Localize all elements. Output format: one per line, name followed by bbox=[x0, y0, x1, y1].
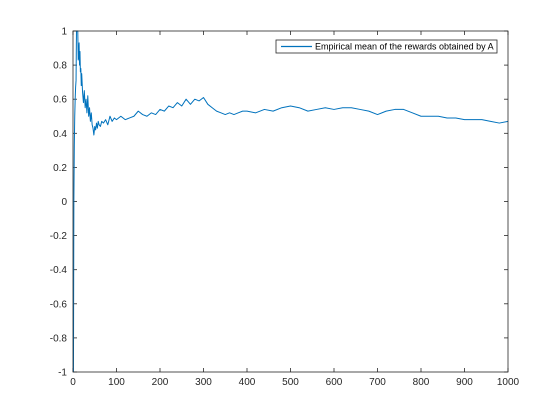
x-tick-label: 600 bbox=[326, 377, 343, 388]
y-tick-label: -0.4 bbox=[50, 265, 68, 276]
y-tick-label: -1 bbox=[58, 368, 67, 379]
x-tick-label: 1000 bbox=[497, 377, 520, 388]
series-layer bbox=[72, 30, 509, 373]
y-tick-label: 0.6 bbox=[53, 95, 67, 106]
y-tick-label: 0 bbox=[61, 197, 67, 208]
x-tick-label: 200 bbox=[152, 377, 169, 388]
x-tick-label: 0 bbox=[70, 377, 76, 388]
axes-box bbox=[72, 30, 509, 373]
axis-ticks: 0 100 200 300 400 500 600 700 800 900 1000 -1 -0.8 -0… bbox=[50, 27, 520, 389]
y-tick-label: 0.2 bbox=[53, 163, 67, 174]
legend-box bbox=[275, 39, 498, 54]
x-tick-label: 800 bbox=[413, 377, 430, 388]
y-tick-label: 0.4 bbox=[53, 129, 67, 140]
x-tick-label: 900 bbox=[456, 377, 473, 388]
series-line-1 bbox=[72, 30, 509, 373]
y-tick-label: 0.8 bbox=[53, 61, 67, 72]
y-tick-label: 1 bbox=[61, 27, 67, 38]
y-tick-label: -0.2 bbox=[50, 231, 68, 242]
x-tick-label: 700 bbox=[369, 377, 386, 388]
x-tick-label: 500 bbox=[282, 377, 299, 388]
x-tick-label: 300 bbox=[195, 377, 212, 388]
x-tick-label: 100 bbox=[108, 377, 125, 388]
legend: Empirical mean of the rewards obtained b… bbox=[275, 39, 498, 54]
y-tick-label: -0.8 bbox=[50, 333, 68, 344]
y-tick-label: -0.6 bbox=[50, 299, 68, 310]
legend-label-series-1: Empirical mean of the rewards obtained b… bbox=[315, 42, 494, 52]
x-tick-label: 400 bbox=[239, 377, 256, 388]
